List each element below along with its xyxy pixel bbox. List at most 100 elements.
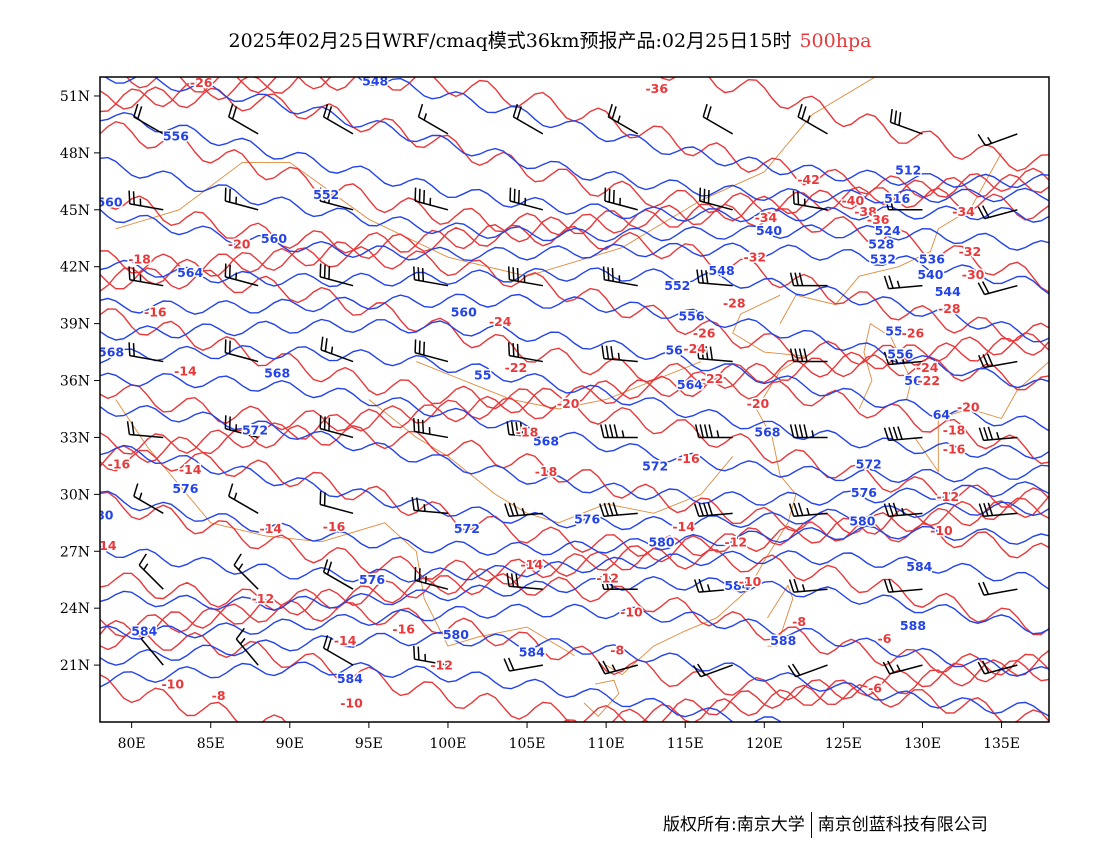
height-contour [100,259,1049,343]
height-label: 56 [665,343,683,358]
height-contour [100,208,1049,295]
lon-tick-label: 120E [746,736,783,752]
temperature-label: -10 [161,677,184,692]
height-label: 584 [519,644,545,659]
geopotential-height-contours [100,77,1049,722]
wind-barb [319,491,354,515]
height-label: 560 [96,195,122,210]
wind-barb [694,424,733,439]
wind-barb [883,350,923,366]
temperature-label: -20 [747,396,770,411]
height-contour [100,156,1049,251]
lat-tick-label: 39N [60,317,90,333]
wind-barb [977,353,1018,369]
height-label: 564 [177,265,203,280]
height-label: 576 [359,572,385,587]
copyright-text: 版权所有:南京大学 [663,815,805,835]
wind-barb [692,663,733,678]
wind-barb [602,266,638,287]
height-contour [100,344,1049,460]
height-label: 588 [770,633,796,648]
wind-barb [503,657,543,672]
title-main: 2025年02月25日WRF/cmaq模式36km预报产品:02月25日15时 [228,30,792,52]
temperature-label: -12 [430,658,453,673]
temperature-label: -28 [938,301,961,316]
temperature-contour [100,599,1049,701]
temperature-contour [100,195,1049,293]
border-line [368,399,734,524]
lon-tick-label: 85E [197,736,225,752]
wind-barb [883,426,923,442]
temperature-label: -14 [260,521,283,536]
wind-barb [414,339,449,363]
height-label: 556 [887,346,913,361]
temperature-contour [100,397,1049,508]
lat-tick-label: 51N [60,89,90,105]
height-label: 584 [131,623,157,638]
lat-tick-label: 27N [60,544,90,560]
wind-barb [789,272,828,287]
height-label: 572 [642,458,668,473]
temperature-label: -26 [190,75,213,90]
height-label: 576 [574,512,600,527]
lon-tick-label: 100E [429,736,466,752]
height-contour [356,77,1049,189]
temperature-contour-labels: -26 -36-42-40-38-36-34-34-20-18 -32 -32-30-… [100,75,986,712]
wind-barb [693,502,733,518]
wind-barb [889,108,923,135]
wind-barb [607,103,639,135]
height-contour [100,544,1049,590]
temperature-label: -18 [943,422,966,437]
temperature-label: -14 [174,364,197,379]
temperature-label: -10 [930,523,953,538]
temperature-label: -18 [128,252,151,267]
wind-barb [977,133,1018,147]
height-label: 524 [875,223,901,238]
height-label: 560 [261,231,287,246]
wind-barb [319,415,354,439]
wind-barb [789,424,828,439]
wind-barb [224,415,259,439]
longitude-axis: 80E 85E 90E 95E 100E 105E 110E 115E 120E 125E 130E… [118,722,1020,752]
lon-tick-label: 95E [355,736,383,752]
temperature-label: -16 [323,519,346,534]
temperature-label: -12 [936,489,959,504]
height-label: 528 [868,236,894,251]
wind-barb [235,627,259,666]
wind-barb [319,263,354,287]
wind-barb [224,187,259,211]
temperature-label: -22 [917,373,940,388]
temperature-label: -10 [739,574,762,589]
wind-barb [506,572,543,590]
wind-barb [512,103,544,135]
temperature-label: -42 [797,172,820,187]
height-label: 548 [362,73,388,88]
temperature-label: -16 [144,305,167,320]
lon-tick-label: 105E [509,736,546,752]
height-label: 572 [242,422,268,437]
footer: 版权所有:南京大学 南京创蓝科技有限公司 [663,810,988,838]
temperature-label: -16 [108,457,131,472]
temperature-label: -20 [228,236,251,251]
temperature-label: -32 [744,250,767,265]
temperature-contour [100,224,1049,342]
lon-tick-label: 135E [983,736,1020,752]
wind-barb [883,502,923,518]
border-line [767,584,794,647]
temperature-contour [100,628,1049,722]
height-contour [100,603,1049,677]
temperature-contour [100,572,1049,676]
temperature-label: -14 [334,633,357,648]
plot-frame [99,76,1050,723]
temperature-label: -16 [943,441,966,456]
wind-barb [413,645,449,666]
wind-barb [417,103,449,135]
lat-tick-label: 45N [60,203,90,219]
wind-barb [696,269,733,287]
chart-title: 2025年02月25日WRF/cmaq模式36km预报产品:02月25日15时 5… [0,26,1100,53]
wind-barb [233,553,259,590]
height-label: 560 [451,305,477,320]
height-contour [100,490,1049,556]
wind-barb [228,103,259,135]
height-label: 576 [172,481,198,496]
